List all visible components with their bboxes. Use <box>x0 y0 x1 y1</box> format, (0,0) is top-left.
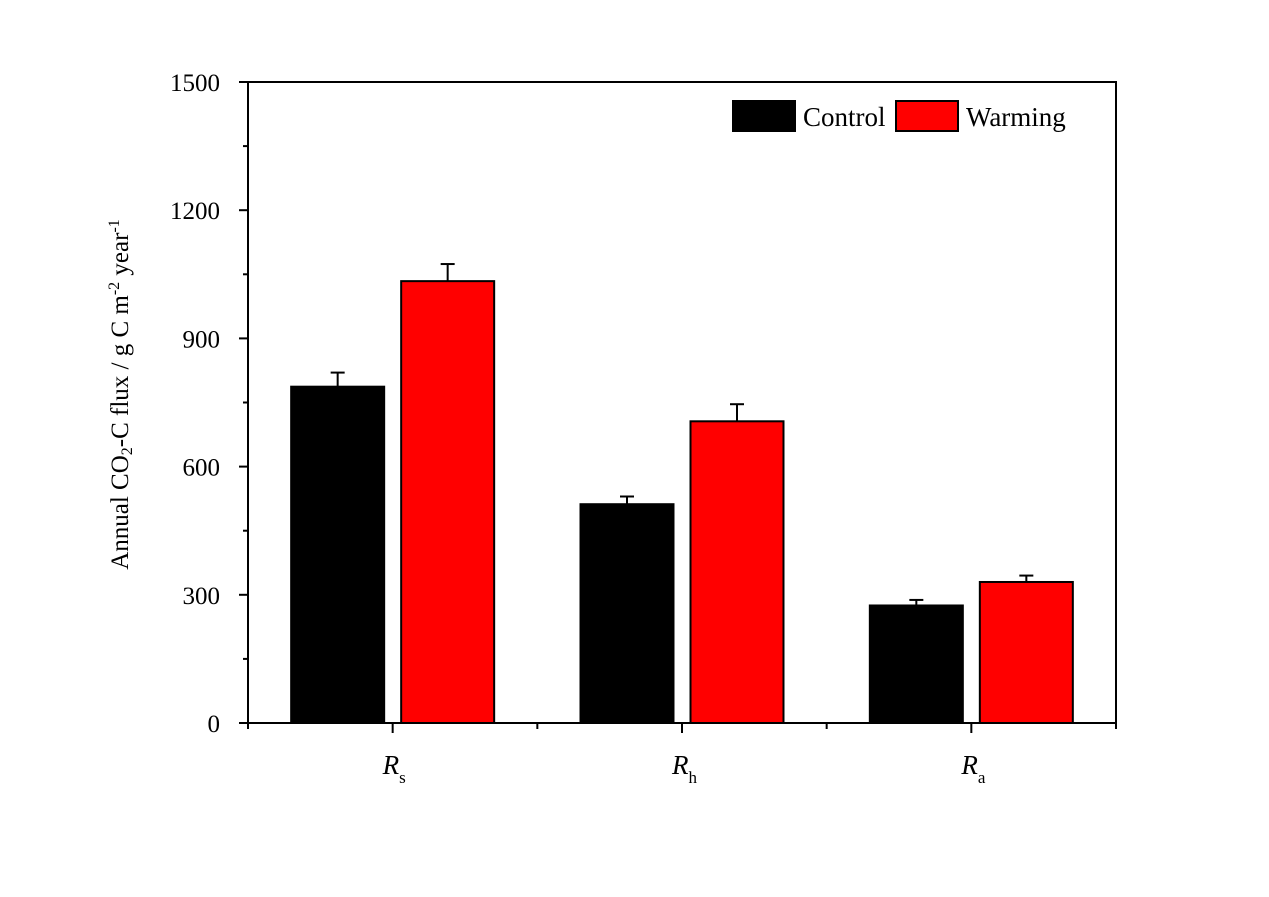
y-axis-label: Annual CO2-C flux / g C m-2 year-1 <box>106 219 136 570</box>
legend-label-warming: Warming <box>966 102 1066 132</box>
y-axis-label-part: -1 <box>106 219 123 232</box>
bar-warming <box>400 280 496 724</box>
y-tick-label: 600 <box>183 455 221 482</box>
y-axis-label-part: -C flux / g C m <box>107 295 134 448</box>
bar-control <box>290 385 386 724</box>
bar-control <box>868 604 964 725</box>
legend-swatch-warming <box>895 100 959 132</box>
bar-control <box>579 503 675 724</box>
y-tick-label: 300 <box>183 583 221 610</box>
x-tick-label-sub: s <box>399 768 406 787</box>
bar-warming <box>978 580 1074 724</box>
x-tick-label-sub: a <box>978 768 986 787</box>
y-axis-label-part: 2 <box>119 447 136 455</box>
legend-swatch-control <box>732 100 796 132</box>
x-tick-label: Rs <box>382 750 406 787</box>
y-tick-label: 900 <box>183 326 221 353</box>
legend-label-control: Control <box>803 102 886 132</box>
x-tick-label-sub: h <box>689 768 698 787</box>
y-axis-label-part: Annual CO <box>107 455 134 570</box>
bar-warming <box>689 420 785 724</box>
y-tick-label: 0 <box>208 711 221 738</box>
y-axis-label-part: year <box>107 232 134 282</box>
x-tick-label: Ra <box>960 750 986 787</box>
x-tick-label: Rh <box>671 750 698 787</box>
y-tick-label: 1200 <box>170 198 220 225</box>
y-axis-label-part: -2 <box>106 282 123 295</box>
y-tick-label: 1500 <box>170 70 220 97</box>
